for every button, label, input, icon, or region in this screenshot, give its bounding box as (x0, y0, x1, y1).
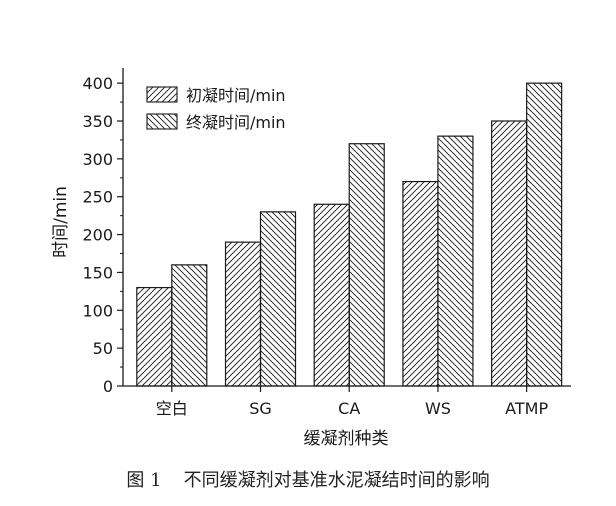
y-tick-label: 50 (93, 339, 113, 358)
y-tick-label: 0 (103, 377, 113, 396)
y-tick-label: 100 (82, 301, 113, 320)
bar-initial-0 (136, 286, 173, 387)
legend-swatch-0 (146, 86, 178, 103)
x-tick-label: 空白 (156, 399, 188, 418)
bar-initial-2 (313, 203, 350, 387)
y-tick-label: 200 (82, 226, 113, 245)
figure-caption: 图 1 不同缓凝剂对基准水泥凝结时间的影响 (0, 466, 616, 492)
bar-initial-3 (402, 180, 439, 387)
bar-initial-4 (491, 120, 528, 387)
y-axis-label: 时间/min (51, 186, 71, 258)
bar-final-0 (171, 264, 208, 387)
y-tick-label: 300 (82, 150, 113, 169)
bar-final-2 (348, 143, 385, 387)
legend-label-0: 初凝时间/min (186, 86, 286, 105)
y-tick-label: 400 (82, 74, 113, 93)
x-tick-label: CA (338, 399, 360, 418)
figure-title: 不同缓凝剂对基准水泥凝结时间的影响 (183, 470, 490, 491)
y-tick-label: 250 (82, 188, 113, 207)
figure-number: 图 1 (126, 470, 162, 491)
y-tick-label: 350 (82, 112, 113, 131)
x-tick-label: WS (425, 399, 451, 418)
bar-final-4 (526, 82, 563, 387)
x-axis-label: 缓凝剂种类 (304, 429, 389, 449)
y-tick-label: 150 (82, 263, 113, 282)
bar-final-1 (259, 211, 297, 387)
bar-final-3 (437, 135, 474, 387)
legend-swatch-1 (146, 113, 178, 130)
x-tick-label: ATMP (505, 399, 548, 418)
x-tick-label: SG (249, 399, 272, 418)
bar-initial-1 (224, 241, 262, 387)
legend-label-1: 终凝时间/min (186, 113, 286, 132)
chart: 0 50 100 150 200 250 300 350 400 空白 SG CA WS ATMP 初凝时… (51, 68, 571, 449)
